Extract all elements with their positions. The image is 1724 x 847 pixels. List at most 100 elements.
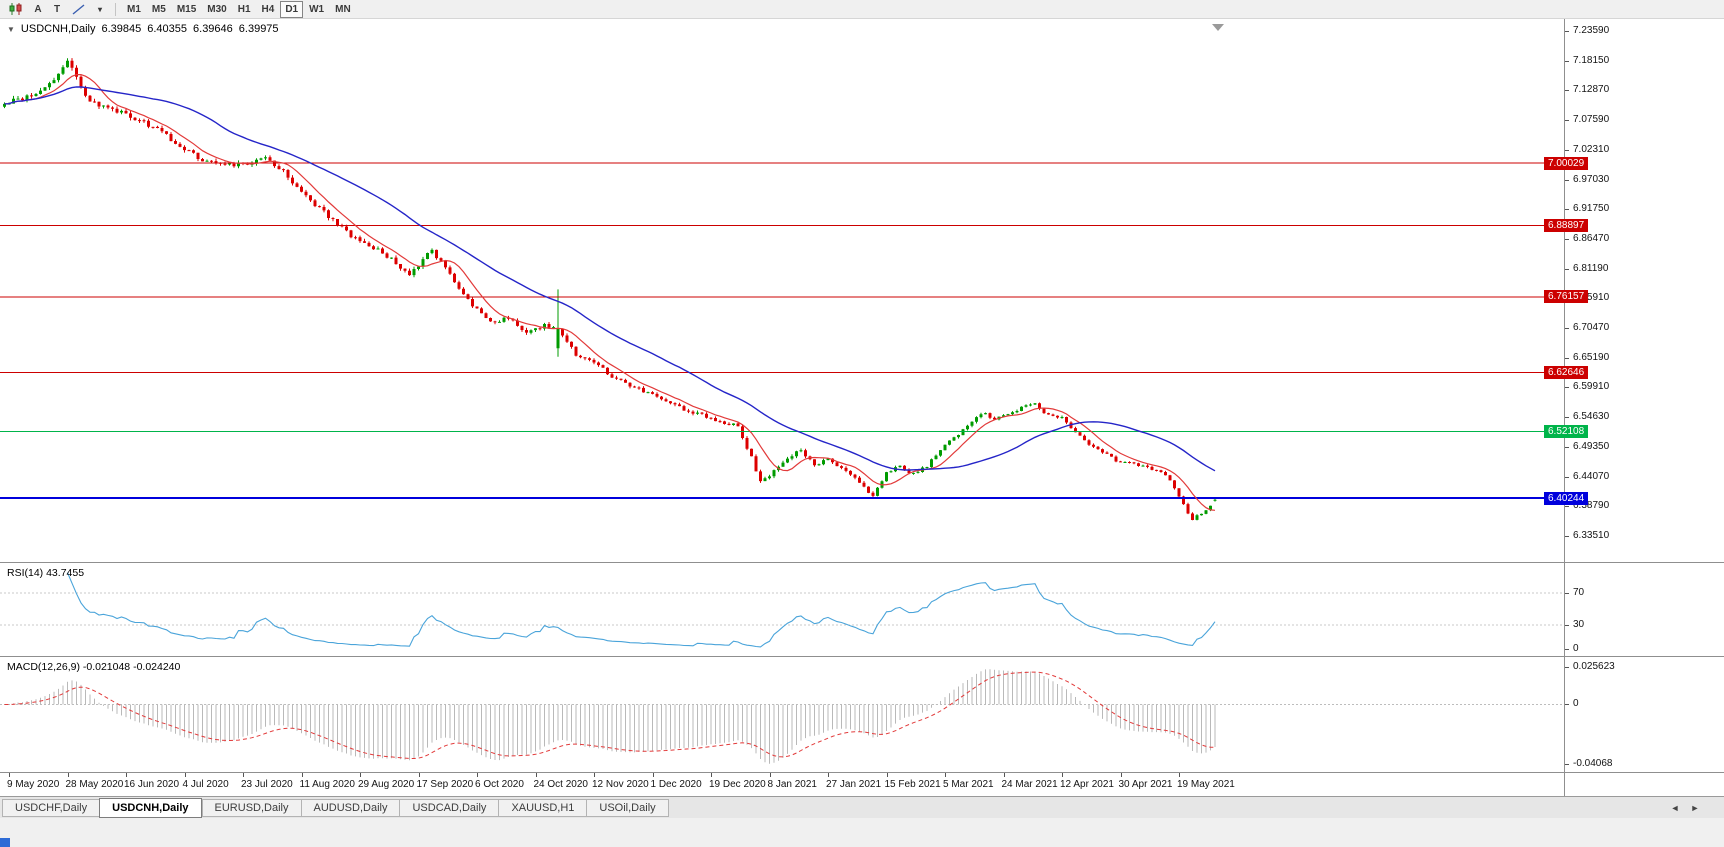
chart-tab-usdcnh[interactable]: USDCNH,Daily [99,797,202,818]
text-tool-t-button[interactable]: T [48,1,66,18]
price-tick-label: 6.33510 [1573,530,1610,541]
tab-scroll-right-icon[interactable]: ► [1690,802,1700,813]
trendline-tool-button[interactable] [67,1,90,18]
price-tickmark [1565,268,1569,270]
ohlc-high: 6.40355 [147,23,188,35]
price-line-badge: 6.52108 [1544,425,1589,439]
macd-tickmark [1565,764,1569,765]
date-label: 12 Nov 2020 [592,779,649,790]
date-tickmark [301,773,303,777]
ohlc-close: 6.39975 [238,23,279,35]
chart-shift-marker-icon[interactable] [1212,24,1224,31]
date-label: 8 Jan 2021 [767,779,818,790]
timeframe-m1-button[interactable]: M1 [122,1,146,18]
candles-down-bodies [21,60,1194,520]
pane-splitter[interactable] [0,772,1724,773]
timeframe-h4-button[interactable]: H4 [257,1,280,18]
timeframe-w1-button[interactable]: W1 [304,1,329,18]
timeframe-h1-button[interactable]: H1 [233,1,256,18]
date-label: 24 Oct 2020 [533,779,588,790]
chart-tab-audusd[interactable]: AUDUSD,Daily [300,798,400,817]
chart-tab-usdchf[interactable]: USDCHF,Daily [2,798,100,817]
date-label: 5 Mar 2021 [943,779,994,790]
date-label: 6 Oct 2020 [475,779,524,790]
price-tick-label: 7.23590 [1573,25,1610,36]
chart-tab-usoil[interactable]: USOil,Daily [586,798,669,817]
chart-tab-bar: USDCHF,Daily USDCNH,Daily EURUSD,Daily AUDU… [0,796,1724,818]
date-label: 28 May 2020 [65,779,124,790]
price-tickmark [1565,357,1569,359]
timeframe-d1-button[interactable]: D1 [280,0,304,18]
date-label: 24 Mar 2021 [1001,779,1058,790]
date-tickmark [67,773,69,777]
time-axis[interactable]: 9 May 2020 28 May 2020 16 Jun 2020 4 Jul 20… [0,773,1564,796]
rsi-axis-label: 70 [1573,587,1585,598]
ma-fast-line [4,74,1216,511]
toolbar: A T ▾ M1 M5 M15 M30 H1 H4 D1 W1 MN [0,0,1724,19]
price-tickmark [1565,179,1569,181]
date-tickmark [360,773,361,777]
ohlc-low: 6.39646 [193,23,233,35]
date-label: 4 Jul 2020 [182,779,229,790]
price-tick-label: 7.02310 [1573,143,1610,155]
macd-pane-canvas[interactable] [0,657,1564,772]
macd-tickmark [1565,667,1569,668]
price-chart-canvas[interactable] [0,19,1564,562]
price-axis[interactable]: 7.23590 7.18150 7.12870 7.07590 7.02310 6.970… [1544,19,1724,796]
date-tickmark [243,773,244,777]
chart-region: ▼ USDCNH,Daily 6.39845 6.40355 6.39646 6… [0,19,1724,796]
macd-scale: 0.025623 0 -0.04068 [1565,657,1724,772]
price-tick-label: 6.54630 [1573,411,1610,423]
chart-tab-xauusd[interactable]: XAUUSD,H1 [498,798,587,817]
date-label: 11 Aug 2020 [299,779,355,790]
trendline-icon [72,3,85,15]
candles-up-wicks [4,58,1216,521]
timeframe-m30-button[interactable]: M30 [202,1,231,18]
timeframe-mn-button[interactable]: MN [330,1,356,18]
date-label: 29 Aug 2020 [358,779,415,790]
price-tickmark [1565,536,1569,537]
date-tickmark [945,773,946,777]
macd-signal-line [4,671,1215,759]
rsi-axis-label: 30 [1573,619,1585,630]
price-tick-label: 6.97030 [1573,173,1610,185]
chart-type-button[interactable] [4,1,28,18]
tab-scroll-left-icon[interactable]: ◄ [1670,802,1680,813]
date-tickmark [535,773,537,777]
date-tickmark [1003,773,1005,777]
rsi-line [66,572,1216,648]
symbol-period-label: USDCNH,Daily [20,23,96,35]
chart-tabs: USDCHF,Daily USDCNH,Daily EURUSD,Daily AUDU… [2,797,669,818]
price-line-badge: 6.62646 [1544,366,1589,380]
rsi-pane-canvas[interactable] [0,563,1564,656]
dropdown-arrow-button[interactable]: ▾ [91,1,109,18]
date-tickmark [184,773,186,777]
chart-tab-usdcad[interactable]: USDCAD,Daily [399,798,499,817]
price-tickmark [1565,120,1569,122]
text-tool-a-button[interactable]: A [29,1,47,18]
timeframe-group: M1 M5 M15 M30 H1 H4 D1 W1 MN [122,0,356,18]
price-tick-label: 6.65190 [1573,351,1610,363]
price-tickmark [1565,387,1569,389]
macd-histogram [8,669,1216,764]
timeframe-m15-button[interactable]: M15 [172,1,201,18]
date-tickmark [126,773,127,777]
date-tickmark [711,773,712,777]
price-tickmark [1565,238,1569,240]
price-tickmark [1565,328,1569,330]
pane-splitter[interactable] [0,656,1724,657]
price-tick-label: 6.59910 [1573,381,1610,393]
price-tick-label: 7.18150 [1573,54,1610,66]
candlestick-chart-icon [9,3,22,15]
timeframe-m5-button[interactable]: M5 [147,1,171,18]
pane-splitter[interactable] [0,562,1724,563]
chart-title: ▼ USDCNH,Daily 6.39845 6.40355 6.39646 6… [7,23,279,35]
date-tickmark [1120,773,1122,777]
price-tick-label: 6.38790 [1573,500,1610,512]
price-tickmark [1565,149,1569,151]
ohlc-open: 6.39845 [101,23,142,35]
price-tick-label: 6.91750 [1573,203,1610,215]
main-price-scale: 7.23590 7.18150 7.12870 7.07590 7.02310 6.970… [1544,19,1724,562]
collapse-marker-icon[interactable]: ▼ [7,25,15,34]
chart-tab-eurusd[interactable]: EURUSD,Daily [201,798,301,817]
